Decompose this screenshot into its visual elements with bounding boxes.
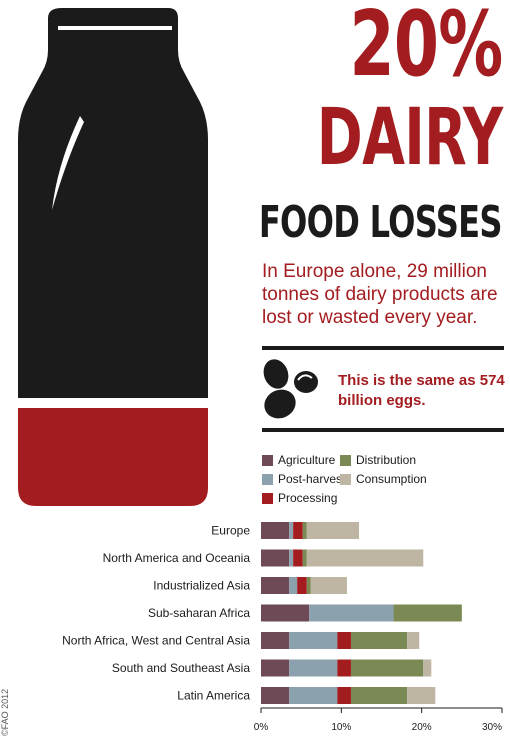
headline-subject: FOOD LOSSES <box>259 197 503 248</box>
x-tick-label: 30% <box>482 722 502 733</box>
bar-segment-consumption <box>310 577 347 594</box>
tagline-text: In Europe alone, 29 million tonnes of da… <box>262 261 498 328</box>
bar-segment-agriculture <box>261 659 290 677</box>
category-label: South and Southeast Asia <box>112 661 250 675</box>
legend-swatch-processing <box>262 492 273 504</box>
bar-segment-distribution <box>302 549 307 567</box>
bar-segment-agriculture <box>261 522 290 539</box>
bar-segment-distribution <box>306 577 311 594</box>
bottle-white-band <box>18 398 208 408</box>
legend-label-post-harvest: Post-harvest <box>278 472 346 486</box>
legend-label-consumption: Consumption <box>356 472 427 486</box>
bottle-red-base <box>18 408 208 506</box>
legend-agriculture: Agriculture <box>262 453 335 467</box>
legend-processing: Processing <box>262 491 337 505</box>
bar-segment-consumption <box>306 522 360 539</box>
legend-swatch-agriculture <box>262 454 273 466</box>
legend-consumption: Consumption <box>340 472 427 486</box>
bar-segment-post-harvest <box>289 659 338 677</box>
category-label: North America and Oceania <box>103 551 251 565</box>
eggs-equivalence-text: This is the same as 574 billion eggs. <box>338 372 505 409</box>
bar-segment-post-harvest <box>289 549 294 567</box>
category-label: Latin America <box>177 689 250 703</box>
bar-segment-agriculture <box>261 577 290 594</box>
eggs-icon <box>263 359 318 419</box>
copyright-text: ©FAO 2012 <box>0 688 10 736</box>
category-label: Industrialized Asia <box>153 579 250 593</box>
x-tick-label: 0% <box>254 722 269 733</box>
category-label: Europe <box>211 524 250 538</box>
bar-segment-distribution <box>393 604 462 622</box>
bar-segment-distribution <box>302 522 307 539</box>
legend-swatch-post-harvest <box>262 473 273 485</box>
bar-segment-distribution <box>350 632 408 649</box>
bar-segment-distribution <box>350 687 408 704</box>
bar-segment-post-harvest <box>289 522 294 539</box>
bar-segment-post-harvest <box>289 577 298 594</box>
bar-segment-processing <box>337 632 351 649</box>
bar-segment-consumption <box>407 687 436 704</box>
legend-label-distribution: Distribution <box>356 453 417 467</box>
bar-segment-agriculture <box>261 687 290 704</box>
divider-top <box>262 346 504 350</box>
headline-percent: 20% <box>349 0 503 97</box>
bar-segment-processing <box>297 577 307 594</box>
bar-segment-consumption <box>423 659 432 677</box>
bar-segment-agriculture <box>261 632 290 649</box>
x-tick-label: 10% <box>331 722 351 733</box>
bar-segment-processing <box>293 549 303 567</box>
divider-bottom <box>262 428 504 432</box>
legend-post-harvest: Post-harvest <box>262 472 345 486</box>
bar-segment-processing <box>337 687 351 704</box>
legend-swatch-distribution <box>340 454 351 466</box>
bar-segment-consumption <box>306 549 424 567</box>
bottle-highlight <box>52 116 84 210</box>
bar-segment-agriculture <box>261 549 290 567</box>
milk-bottle-illustration <box>18 8 208 506</box>
bar-segment-distribution <box>350 659 424 677</box>
category-label: Sub-saharan Africa <box>148 606 250 620</box>
stacked-bar-chart: Europe North America and Oceania Industria… <box>62 522 503 733</box>
legend-label-processing: Processing <box>278 491 338 505</box>
legend-distribution: Distribution <box>340 453 416 467</box>
category-label: North Africa, West and Central Asia <box>62 634 250 648</box>
headline-topic: DAIRY <box>316 93 502 183</box>
bar-segment-post-harvest <box>289 687 338 704</box>
bar-segment-agriculture <box>261 604 310 622</box>
bar-segment-post-harvest <box>289 632 338 649</box>
bar-segment-processing <box>293 522 303 539</box>
bar-segment-consumption <box>407 632 420 649</box>
bar-segment-processing <box>337 659 351 677</box>
bottle-dark-body <box>18 8 208 398</box>
legend-swatch-consumption <box>340 473 351 485</box>
legend-label-agriculture: Agriculture <box>278 453 336 467</box>
x-tick-label: 20% <box>412 722 432 733</box>
bar-segment-post-harvest <box>309 604 394 622</box>
